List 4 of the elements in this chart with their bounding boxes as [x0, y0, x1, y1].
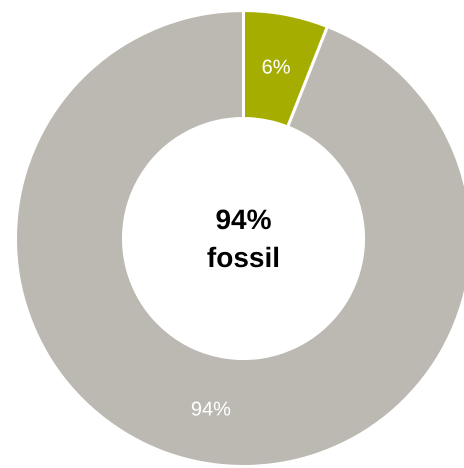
data-label: 94% [190, 398, 232, 420]
text: 94% [215, 204, 272, 235]
data-label: 6% [262, 56, 291, 79]
text: fossil [206, 242, 280, 273]
